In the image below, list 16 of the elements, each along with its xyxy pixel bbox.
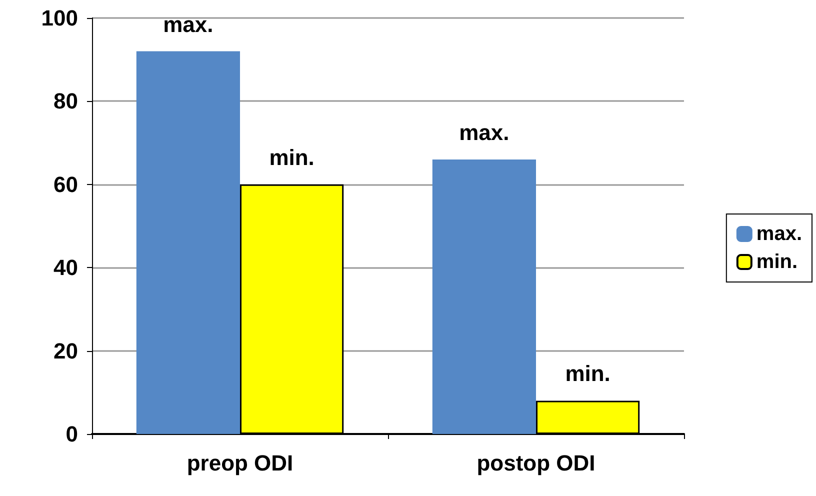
bar xyxy=(136,51,240,434)
data-label: min. xyxy=(269,144,314,170)
data-label: max. xyxy=(459,120,510,145)
legend-label: min. xyxy=(756,251,798,273)
data-label: min. xyxy=(565,361,610,386)
y-tick-label: 60 xyxy=(54,172,78,197)
y-tick-label: 20 xyxy=(54,338,78,364)
x-tick-label: preop ODI xyxy=(186,450,294,476)
y-tick-label: 80 xyxy=(54,88,78,114)
y-tick-label: 100 xyxy=(41,6,78,30)
bar xyxy=(432,159,536,434)
y-tick-label: 0 xyxy=(66,422,78,446)
data-label: max. xyxy=(163,12,214,37)
legend-label: max. xyxy=(756,223,802,245)
x-tick-label: postop ODI xyxy=(476,450,596,476)
y-tick-label: 40 xyxy=(54,255,78,280)
